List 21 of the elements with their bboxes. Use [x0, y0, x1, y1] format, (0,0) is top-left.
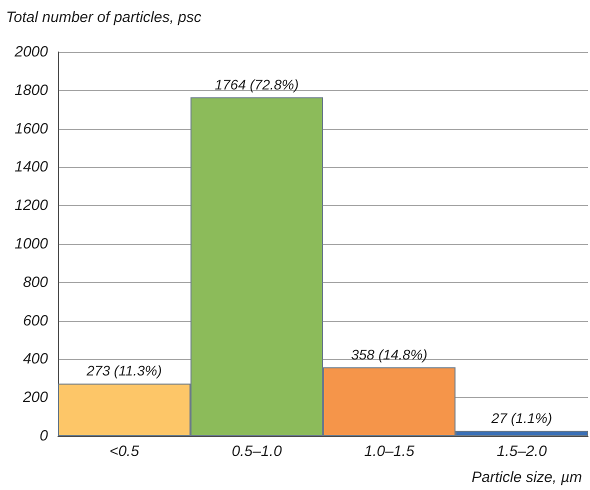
y-tick-label: 1400	[14, 158, 49, 176]
y-tick-label: 600	[22, 312, 49, 330]
y-axis-title: Total number of particles, psc	[6, 9, 202, 26]
y-tick-label: 1000	[14, 236, 49, 252]
x-tick-label: <0.5	[109, 443, 140, 460]
y-tick-label: 1200	[14, 197, 49, 214]
x-axis-title: Particle size, µm	[472, 469, 582, 486]
x-tick-label: 1.0–1.5	[364, 443, 415, 460]
y-tick-label: 2000	[14, 44, 49, 60]
y-tick-label: 800	[22, 274, 49, 291]
data-label: 273 (11.3%)	[86, 362, 162, 379]
y-tick-label: 1600	[14, 120, 49, 138]
x-tick-label: 0.5–1.0	[232, 443, 282, 460]
x-tick-label: 1.5–2.0	[496, 443, 548, 460]
y-tick-label: 400	[22, 350, 49, 368]
y-tick-label: 0	[40, 428, 49, 444]
data-label: 1764 (72.8%)	[214, 76, 299, 92]
y-tick-label: 1800	[14, 82, 49, 99]
y-tick-label: 200	[22, 389, 49, 406]
data-label: 358 (14.8%)	[351, 346, 428, 362]
data-label: 27 (1.1%)	[490, 410, 552, 426]
